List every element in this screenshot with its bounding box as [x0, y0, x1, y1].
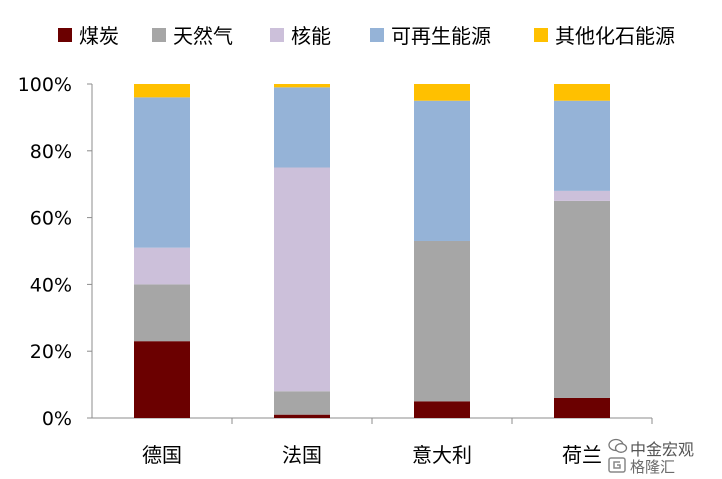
bar-segment — [414, 240, 470, 402]
legend: 煤炭 天然气 核能 可再生能源 其他化石能源 — [0, 20, 722, 48]
bar-segment — [134, 284, 190, 342]
legend-item-nuclear: 核能 — [270, 20, 331, 49]
bar-segment — [414, 84, 470, 101]
legend-label-nuclear: 核能 — [291, 24, 331, 48]
legend-label-coal: 煤炭 — [79, 24, 119, 48]
bar-segment — [274, 391, 330, 415]
bar-segment — [274, 167, 330, 392]
y-tick-label: 20% — [30, 341, 72, 363]
legend-swatch-coal — [58, 27, 72, 42]
legend-item-other-fossil: 其他化石能源 — [534, 20, 675, 49]
bar-segment — [134, 97, 190, 248]
legend-item-renewable: 可再生能源 — [370, 20, 491, 49]
x-tick-label: 法国 — [282, 443, 322, 467]
bar-segment — [554, 397, 610, 418]
legend-label-renewable: 可再生能源 — [391, 24, 491, 48]
wechat-icon — [608, 438, 628, 453]
y-tick-label: 80% — [30, 141, 72, 163]
bar-segment — [414, 100, 470, 241]
y-tick-label: 100% — [18, 74, 72, 96]
legend-item-gas: 天然气 — [152, 20, 233, 49]
bar-segment — [134, 341, 190, 418]
bar-segment — [274, 414, 330, 418]
legend-swatch-other-fossil — [534, 27, 548, 42]
watermark-text-secondary: 格隆汇 — [630, 458, 676, 476]
bar-segment — [134, 84, 190, 98]
legend-swatch-nuclear — [270, 27, 284, 42]
x-tick-label: 荷兰 — [562, 443, 602, 467]
bar-segment — [274, 87, 330, 168]
x-tick-label: 德国 — [142, 443, 182, 467]
bar-segment — [554, 200, 610, 398]
watermark-text-primary: 中金宏观 — [630, 440, 695, 459]
legend-label-other-fossil: 其他化石能源 — [555, 24, 675, 48]
bar-segment — [274, 84, 330, 88]
bar-segment — [134, 247, 190, 285]
y-tick-label: 60% — [30, 208, 72, 230]
bar-segment — [554, 84, 610, 101]
watermark: 中金宏观 格隆汇 — [608, 436, 718, 476]
x-tick-label: 意大利 — [412, 443, 472, 467]
bar-segment — [554, 190, 610, 201]
bar-segment — [554, 100, 610, 191]
y-tick-label: 40% — [30, 274, 72, 296]
legend-label-gas: 天然气 — [173, 24, 233, 48]
legend-item-coal: 煤炭 — [58, 20, 119, 49]
bar-segment — [414, 401, 470, 418]
y-tick-label: 0% — [42, 408, 72, 430]
legend-swatch-renewable — [370, 27, 384, 42]
gelonghui-logo-icon — [608, 457, 626, 473]
legend-swatch-gas — [152, 27, 166, 42]
